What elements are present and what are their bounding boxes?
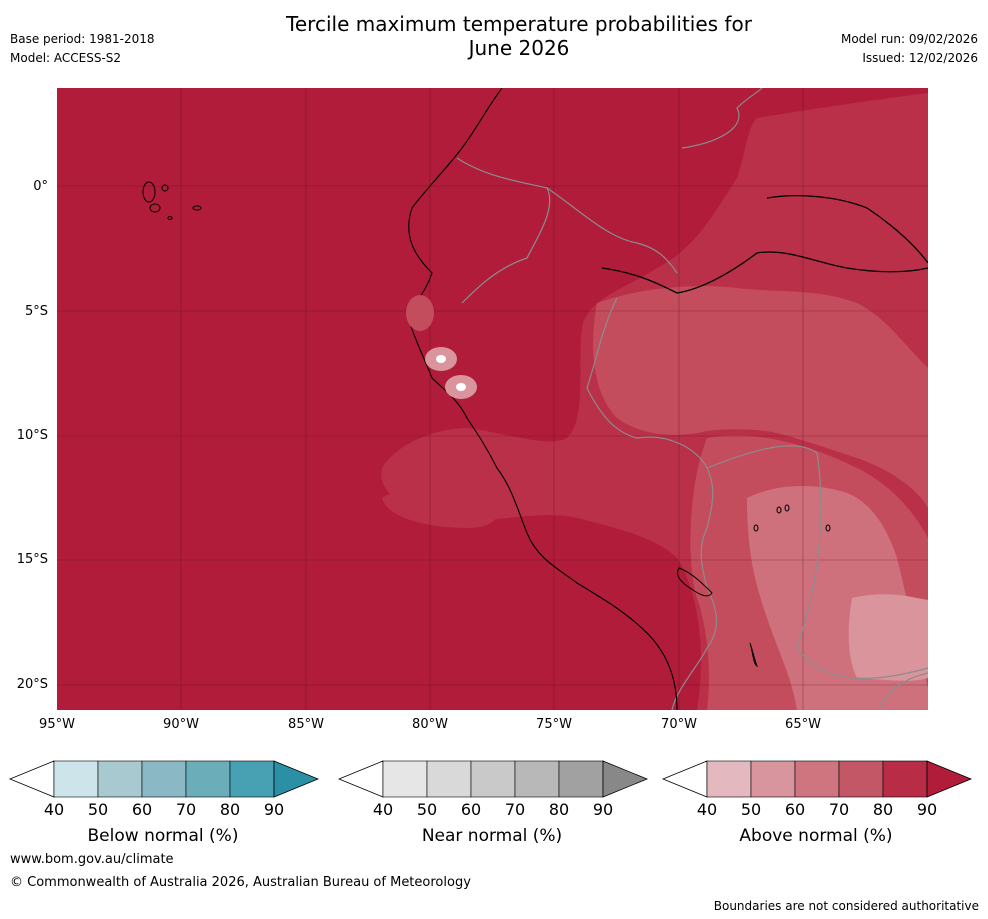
colorbar-segment bbox=[750, 760, 796, 798]
colorbar-tick: 60 bbox=[460, 800, 482, 819]
lat-tick-10s: 10°S bbox=[16, 428, 48, 443]
lon-tick-95w: 95°W bbox=[39, 717, 75, 732]
colorbar-segment bbox=[470, 760, 516, 798]
website-link[interactable]: www.bom.gov.au/climate bbox=[10, 852, 174, 867]
base-period: Base period: 1981-2018 bbox=[10, 32, 155, 46]
lat-tick-15s: 15°S bbox=[16, 552, 48, 567]
lon-tick-80w: 80°W bbox=[412, 717, 448, 732]
above-normal-label: Above normal (%) bbox=[739, 826, 893, 846]
lon-tick-90w: 90°W bbox=[163, 717, 199, 732]
title-line-1: Tercile maximum temperature probabilitie… bbox=[286, 12, 752, 36]
lon-tick-85w: 85°W bbox=[288, 717, 324, 732]
colorbar-left-extension bbox=[337, 760, 384, 798]
colorbar-tick: 50 bbox=[740, 800, 762, 819]
colorbar-tick: 90 bbox=[916, 800, 938, 819]
small-lakes bbox=[749, 504, 831, 668]
colorbar-segment bbox=[794, 760, 840, 798]
colorbar-tick: 70 bbox=[504, 800, 526, 819]
colorbar-segment bbox=[838, 760, 884, 798]
colorbar-segment bbox=[141, 760, 187, 798]
galapagos-islands bbox=[142, 181, 202, 220]
coastal-spots bbox=[406, 295, 477, 399]
colorbar-segment bbox=[426, 760, 472, 798]
below-normal-label: Below normal (%) bbox=[87, 826, 239, 846]
colorbar-tick: 60 bbox=[784, 800, 806, 819]
region-50 bbox=[848, 594, 928, 681]
colorbar-0 bbox=[8, 760, 320, 798]
copyright: © Commonwealth of Australia 2026, Austra… bbox=[10, 875, 471, 890]
colorbar-tick: 80 bbox=[219, 800, 241, 819]
probability-map bbox=[57, 88, 928, 710]
lat-tick-5s: 5°S bbox=[24, 304, 48, 319]
region-80-west bbox=[382, 486, 498, 528]
colorbar-tick: 40 bbox=[372, 800, 394, 819]
colorbar-segment bbox=[53, 760, 99, 798]
colorbar-tick: 90 bbox=[263, 800, 285, 819]
colorbar-right-extension bbox=[273, 760, 320, 798]
near-normal-label: Near normal (%) bbox=[421, 826, 563, 846]
colorbar-segment bbox=[97, 760, 143, 798]
colorbar-left-extension bbox=[8, 760, 55, 798]
colorbar-1 bbox=[337, 760, 649, 798]
colorbar-tick: 50 bbox=[87, 800, 109, 819]
region-70 bbox=[593, 286, 928, 508]
lat-tick-20s: 20°S bbox=[16, 677, 48, 692]
colorbar-segment bbox=[882, 760, 928, 798]
coastline bbox=[406, 88, 678, 710]
disclaimer: Boundaries are not considered authoritat… bbox=[713, 899, 979, 913]
colorbar-left-extension bbox=[661, 760, 708, 798]
colorbar-segment bbox=[229, 760, 275, 798]
model-run: Model run: 09/02/2026 bbox=[840, 32, 978, 46]
lake-titicaca bbox=[676, 567, 713, 597]
lon-tick-75w: 75°W bbox=[536, 717, 572, 732]
colorbars bbox=[8, 760, 973, 798]
chart-title: Tercile maximum temperature probabilitie… bbox=[194, 12, 844, 60]
title-line-2: June 2026 bbox=[468, 36, 570, 60]
colorbar-tick: 40 bbox=[43, 800, 65, 819]
colorbar-right-extension bbox=[926, 760, 973, 798]
model-name: Model: ACCESS-S2 bbox=[10, 51, 122, 65]
rivers bbox=[601, 195, 928, 294]
colorbar-segment bbox=[706, 760, 752, 798]
lon-tick-65w: 65°W bbox=[785, 717, 821, 732]
colorbar-tick: 60 bbox=[131, 800, 153, 819]
colorbar-segment bbox=[185, 760, 231, 798]
colorbar-segment bbox=[514, 760, 560, 798]
meta-left: Base period: 1981-2018 Model: ACCESS-S2 bbox=[10, 30, 155, 68]
colorbar-segment bbox=[558, 760, 604, 798]
country-borders bbox=[456, 88, 928, 710]
meta-right: Model run: 09/02/2026 Issued: 12/02/2026 bbox=[841, 30, 978, 68]
colorbar-tick: 70 bbox=[175, 800, 197, 819]
colorbar-segment bbox=[382, 760, 428, 798]
lon-tick-70w: 70°W bbox=[661, 717, 697, 732]
lat-tick-0: 0° bbox=[33, 179, 48, 194]
colorbar-2 bbox=[661, 760, 973, 798]
issued-date: Issued: 12/02/2026 bbox=[862, 51, 978, 65]
colorbar-tick: 90 bbox=[592, 800, 614, 819]
colorbar-tick: 80 bbox=[872, 800, 894, 819]
graticule bbox=[57, 88, 928, 710]
colorbar-tick: 40 bbox=[696, 800, 718, 819]
colorbar-tick: 80 bbox=[548, 800, 570, 819]
colorbar-tick: 70 bbox=[828, 800, 850, 819]
colorbar-right-extension bbox=[602, 760, 649, 798]
colorbar-tick: 50 bbox=[416, 800, 438, 819]
